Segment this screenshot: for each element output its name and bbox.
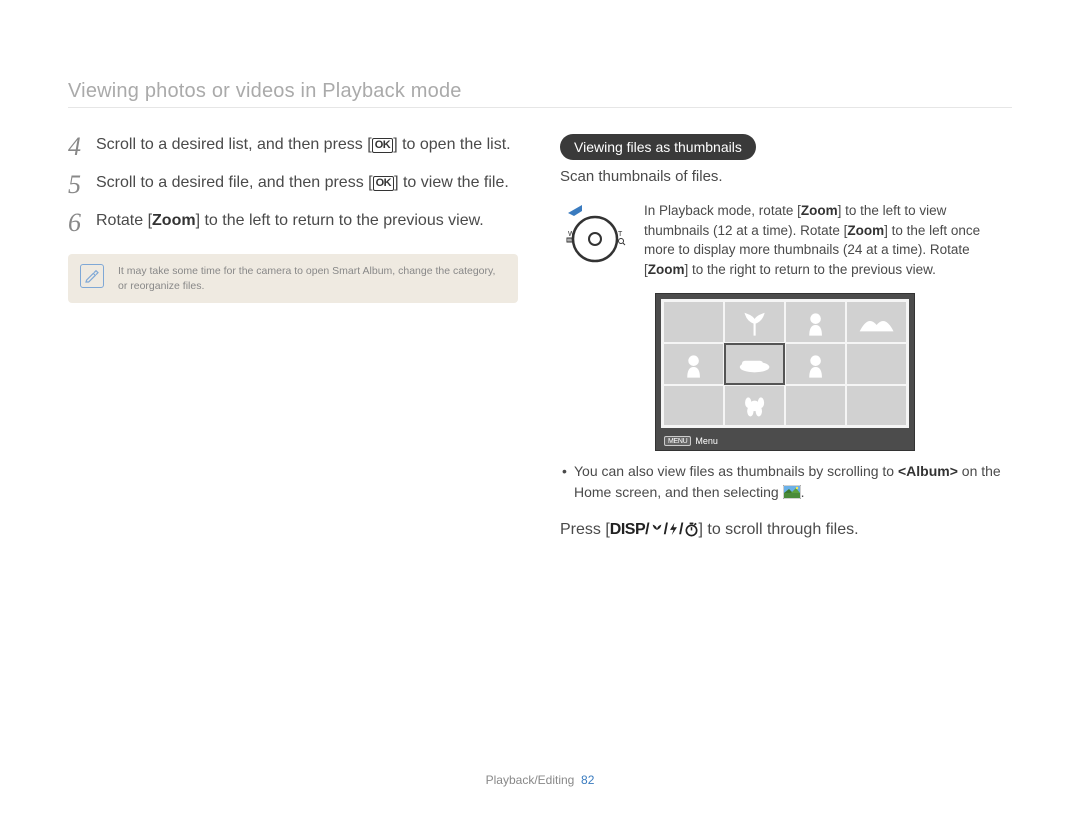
content-columns: 4 Scroll to a desired list, and then pre… bbox=[68, 134, 1012, 539]
thumbnail-cell bbox=[725, 386, 784, 426]
bullet-note: You can also view files as thumbnails by… bbox=[560, 461, 1010, 503]
step-6: 6 Rotate [Zoom] to the left to return to… bbox=[68, 210, 518, 236]
step-4: 4 Scroll to a desired list, and then pre… bbox=[68, 134, 518, 160]
step-text: Scroll to a desired file, and then press… bbox=[96, 172, 509, 198]
thumbnail-cell bbox=[786, 344, 845, 384]
thumbnail-cell bbox=[664, 344, 723, 384]
note-icon bbox=[80, 264, 104, 288]
instruction-row: W T In Playback mode, rotate [Zoom] to t… bbox=[560, 201, 1010, 279]
thumbnail-grid bbox=[661, 299, 909, 428]
menu-label: Menu bbox=[695, 436, 718, 446]
text-part: Scroll to a desired file, and then press… bbox=[96, 174, 373, 191]
text-part: In Playback mode, rotate [ bbox=[644, 203, 801, 218]
right-column: Viewing files as thumbnails Scan thumbna… bbox=[560, 134, 1010, 539]
thumbnail-cell bbox=[786, 386, 845, 426]
album-icon bbox=[783, 484, 801, 498]
left-column: 4 Scroll to a desired list, and then pre… bbox=[68, 134, 518, 539]
thumbnail-viewer: MENU Menu bbox=[655, 293, 915, 451]
thumbnail-cell bbox=[786, 302, 845, 342]
zoom-dial-icon: W T bbox=[560, 201, 630, 279]
section-subtext: Scan thumbnails of files. bbox=[560, 168, 1010, 185]
text-part: ] to scroll through files. bbox=[699, 521, 859, 538]
text-part: Press [ bbox=[560, 521, 610, 538]
press-instruction: Press [DISP///] to scroll through files. bbox=[560, 521, 1010, 539]
zoom-label: Zoom bbox=[152, 212, 196, 229]
footer-page-number: 82 bbox=[581, 773, 594, 787]
thumbnail-cell bbox=[847, 302, 906, 342]
thumbnail-cell bbox=[847, 344, 906, 384]
thumbnail-cell bbox=[664, 302, 723, 342]
text-part: . bbox=[801, 484, 805, 500]
disp-label: DISP bbox=[610, 521, 645, 538]
text-part: ] to open the list. bbox=[393, 136, 510, 153]
text-part: You can also view files as thumbnails by… bbox=[574, 463, 898, 479]
ok-icon: OK bbox=[373, 176, 395, 191]
step-text: Rotate [Zoom] to the left to return to t… bbox=[96, 210, 484, 236]
thumbnail-cell-selected bbox=[725, 344, 784, 384]
note-text: It may take some time for the camera to … bbox=[118, 265, 495, 292]
timer-icon bbox=[684, 522, 699, 537]
page-footer: Playback/Editing 82 bbox=[0, 773, 1080, 787]
step-number: 6 bbox=[68, 210, 86, 236]
album-label: <Album> bbox=[898, 463, 958, 479]
menu-button-icon: MENU bbox=[664, 436, 691, 446]
step-5: 5 Scroll to a desired file, and then pre… bbox=[68, 172, 518, 198]
step-number: 5 bbox=[68, 172, 86, 198]
note-box: It may take some time for the camera to … bbox=[68, 254, 518, 303]
step-number: 4 bbox=[68, 134, 86, 160]
text-part: Scroll to a desired list, and then press… bbox=[96, 136, 372, 153]
thumbnail-cell bbox=[847, 386, 906, 426]
macro-icon bbox=[650, 522, 664, 536]
svg-text:W: W bbox=[568, 231, 575, 238]
footer-section: Playback/Editing bbox=[486, 773, 575, 787]
disp-buttons: DISP/// bbox=[610, 521, 699, 538]
menu-bar: MENU Menu bbox=[664, 436, 718, 446]
thumbnail-cell bbox=[725, 302, 784, 342]
zoom-label: Zoom bbox=[847, 223, 884, 238]
page-title: Viewing photos or videos in Playback mod… bbox=[68, 80, 1012, 108]
text-part: ] to the right to return to the previous… bbox=[685, 262, 936, 277]
ok-icon: OK bbox=[372, 138, 394, 153]
svg-text:T: T bbox=[618, 231, 623, 238]
instruction-text: In Playback mode, rotate [Zoom] to the l… bbox=[644, 201, 1010, 279]
text-part: ] to the left to return to the previous … bbox=[196, 212, 484, 229]
section-heading: Viewing files as thumbnails bbox=[560, 134, 756, 160]
flash-icon bbox=[668, 522, 679, 536]
text-part: Rotate [ bbox=[96, 212, 152, 229]
text-part: ] to view the file. bbox=[394, 174, 509, 191]
step-text: Scroll to a desired list, and then press… bbox=[96, 134, 511, 160]
thumbnail-cell bbox=[664, 386, 723, 426]
zoom-label: Zoom bbox=[801, 203, 838, 218]
zoom-label: Zoom bbox=[648, 262, 685, 277]
